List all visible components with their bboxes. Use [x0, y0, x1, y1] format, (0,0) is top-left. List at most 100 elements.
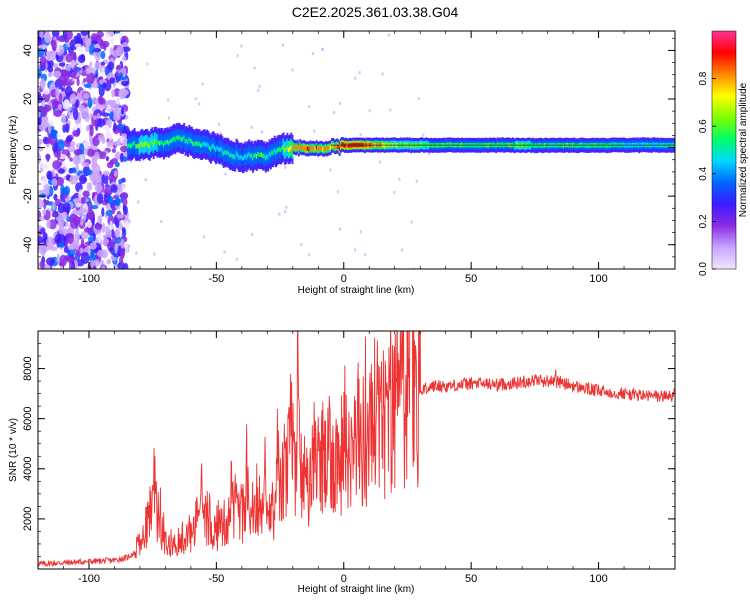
spectrogram-cell [82, 190, 90, 198]
spectrogram-cell [185, 138, 188, 143]
spectrogram-cell [65, 123, 70, 133]
spectrogram-cell [286, 145, 289, 150]
spectrogram-cell [133, 140, 136, 145]
spectrogram-cell [81, 162, 90, 168]
spectrogram-cell [301, 145, 304, 151]
spectrogram-cell [232, 154, 235, 159]
spectrogram-cell [269, 152, 272, 158]
spectrogram-cell [96, 118, 106, 128]
spectrogram-cell [250, 153, 253, 158]
spectrogram-cell [70, 72, 76, 79]
spectrogram-cell [638, 143, 641, 149]
spectrogram-cell [115, 98, 120, 105]
spectrogram-cell [122, 197, 128, 207]
spectrogram-cell [69, 39, 78, 51]
spectrogram-cell [607, 143, 610, 148]
spectrogram-cell [85, 66, 92, 75]
spectrogram-cell [46, 219, 51, 229]
spectrogram-cell [118, 72, 123, 79]
spectrogram-cell [240, 44, 243, 48]
spectrogram-cell [223, 250, 226, 254]
spectrogram-cell [218, 122, 221, 126]
spectrogram-cell [56, 147, 61, 160]
snr-series-line [38, 331, 675, 568]
spectrogram-cell [189, 139, 192, 144]
spectrogram-cell [431, 143, 434, 148]
spectrogram-cell [346, 143, 349, 148]
spectrogram-cell [71, 168, 77, 174]
spectrogram-cell [253, 66, 256, 70]
spectrogram-cell [542, 143, 545, 148]
spectrogram-cell [234, 155, 237, 160]
spectrogram-cell [110, 36, 114, 45]
spectrogram-cell [289, 147, 291, 152]
spectrogram-cell [58, 216, 65, 228]
figure-title: C2E2.2025.361.03.38.G04 [292, 4, 459, 20]
spectrogram-cell [120, 192, 129, 200]
spectrogram-cell [190, 139, 193, 144]
spectrogram-cell [113, 170, 118, 177]
spectrogram-cell [97, 193, 104, 205]
spectrogram-cell [63, 246, 69, 254]
spectrogram-cell [653, 142, 656, 147]
spectrogram-cell [303, 145, 305, 150]
spectrogram-cell [76, 78, 80, 87]
spectrogram-cell [257, 88, 260, 92]
spectrogram-cell [108, 133, 113, 142]
spectrogram-cell [178, 135, 181, 140]
spectrogram-cell [393, 142, 396, 147]
colorbar-label: Normalized spectral amplitude [738, 82, 749, 217]
spectrogram-cell [65, 31, 73, 40]
spectrogram-cell [101, 67, 106, 78]
y-tick-label: 2000 [22, 507, 34, 531]
spectrogram-cell [118, 179, 123, 185]
spectrogram-cell [153, 139, 156, 144]
spectrogram-cell [144, 178, 147, 182]
spectrogram-cell [139, 142, 142, 147]
spectrogram-cell [97, 232, 102, 243]
spectrogram-cell [285, 205, 288, 209]
spectrogram-cell [121, 227, 126, 233]
colorbar-tick-label: 0.6 [698, 119, 709, 133]
spectrogram-cell [295, 145, 298, 151]
spectrogram-cell [89, 242, 97, 250]
spectrogram-cell [412, 267, 415, 269]
spectrogram-cell [314, 146, 317, 151]
spectrogram-cell [239, 155, 242, 160]
spectrogram-cell [46, 138, 52, 144]
spectrogram-cell [212, 143, 215, 148]
colorbar-ticks: 0.0 0.2 0.4 0.6 0.8 [698, 71, 716, 276]
spectrogram-cell [80, 196, 86, 204]
spectrogram-cell [83, 83, 92, 89]
spectrogram-cell [46, 257, 55, 266]
spectrogram-cell [58, 62, 66, 67]
spectrogram-cell [167, 141, 170, 146]
spectrogram-cell [290, 145, 293, 150]
spectrogram-cell [80, 208, 89, 213]
spectrogram-cell [107, 61, 115, 71]
spectrogram-cell [124, 220, 130, 230]
spectrogram-cell [103, 170, 110, 176]
spectrogram-cell [129, 144, 132, 149]
x-tick-label: -50 [208, 273, 224, 285]
spectrogram-cell [90, 259, 95, 269]
spectrogram-cell [343, 143, 346, 148]
spectrogram-cell [313, 129, 316, 133]
spectrogram-cell [51, 39, 57, 51]
spectrogram-cell [216, 145, 219, 150]
spectrogram-cell [166, 139, 169, 144]
spectrogram-cell [65, 64, 71, 72]
spectrogram-cell [576, 143, 579, 148]
x-tick-label: 100 [589, 573, 607, 585]
snr-y-label: SNR (10 * v/v) [8, 418, 19, 482]
spectrogram-cell [86, 72, 95, 85]
spectrogram-cell [408, 142, 411, 147]
spectrogram-cell [47, 72, 53, 78]
spectrogram-cell [101, 112, 110, 117]
spectrogram-cell [236, 54, 239, 58]
spectrogram-cell [101, 173, 109, 184]
snr-marks [38, 331, 675, 568]
spectrogram-cell [291, 68, 294, 72]
spectrogram-cell [248, 151, 251, 157]
spectrogram-cell [188, 137, 191, 142]
